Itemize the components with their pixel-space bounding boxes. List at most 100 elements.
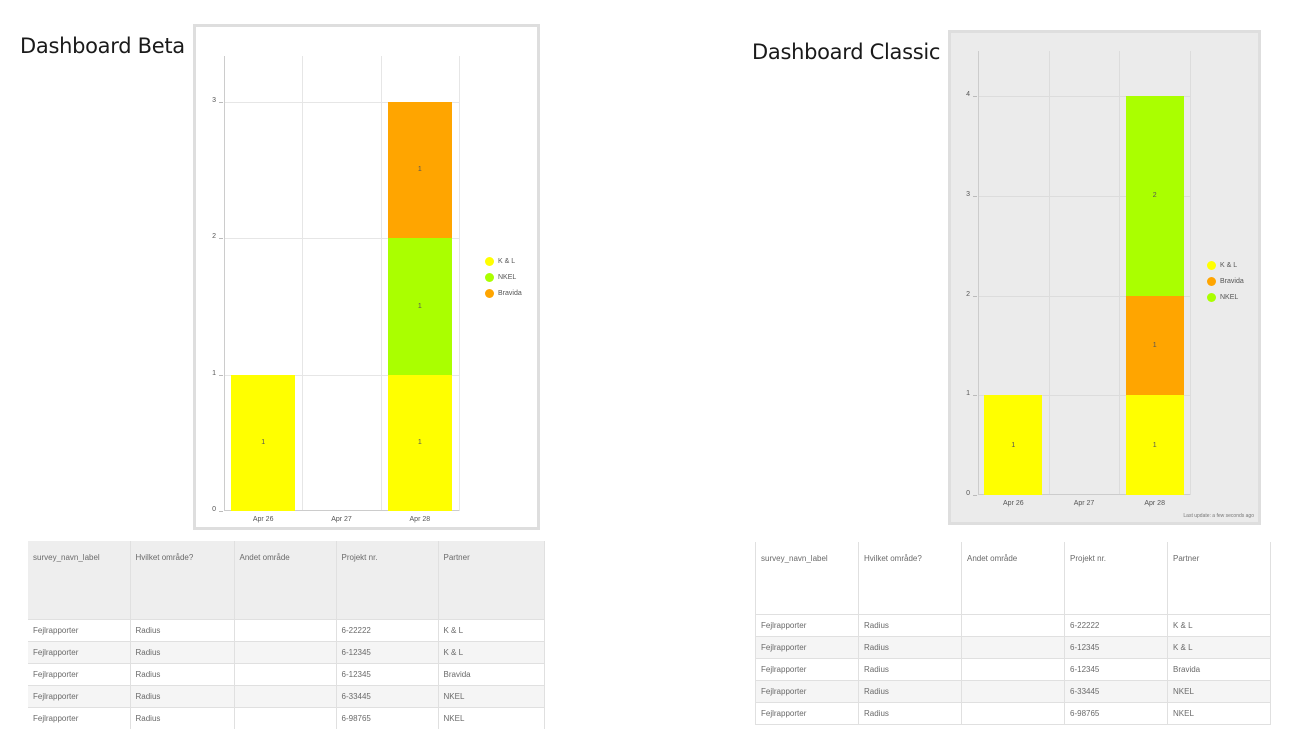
table-cell: 6-12345 [336,662,439,685]
table-cell: Radius [858,657,962,680]
table-cell: 6-12345 [1064,657,1168,680]
x-tick-label: Apr 28 [409,516,431,523]
y-gridline [224,374,459,376]
table-cell: 6-12345 [336,640,439,663]
table-row[interactable]: Fejlrapporter Radius 6-12345 K & L [755,635,1271,658]
y-tick-label: 2 [212,233,216,241]
dashboard-beta-title: Dashboard Beta [20,34,185,58]
legend-label: Bravida [1220,277,1244,285]
column-header[interactable]: Partner [438,541,545,619]
bar-segment[interactable]: 1 [1125,295,1184,396]
x-axis-line [224,510,459,511]
table-row[interactable]: Fejlrapporter Radius 6-22222 K & L [28,618,545,641]
table-cell: K & L [438,618,545,641]
dashboard-classic-title: Dashboard Classic [752,40,941,64]
column-header[interactable]: Partner [1167,542,1271,614]
table-cell: K & L [1167,613,1271,636]
y-axis-line [224,55,225,511]
legend-item[interactable]: Bravida [485,285,522,301]
y-tick-mark [973,395,977,397]
bar-segment[interactable]: 1 [984,395,1043,495]
y-tick-mark [973,96,977,98]
column-header[interactable]: survey_navn_label [28,541,131,619]
legend-item[interactable]: NKEL [485,269,522,285]
table-cell: Fejlrapporter [28,640,131,663]
bar-segment[interactable]: 1 [231,374,296,511]
y-tick-mark [973,495,977,496]
table-row[interactable]: Fejlrapporter Radius 6-33445 NKEL [28,684,545,707]
table-cell [234,618,337,641]
column-header[interactable]: Projekt nr. [1064,542,1168,614]
x-tick-label: Apr 27 [1073,500,1095,507]
legend-item[interactable]: NKEL [1207,289,1244,305]
bar-segment[interactable]: 1 [1125,395,1184,495]
column-header[interactable]: Andet område [961,542,1065,614]
table-row[interactable]: Fejlrapporter Radius 6-98765 NKEL [755,701,1271,725]
legend-label: NKEL [1220,293,1239,301]
table-cell: Radius [130,618,235,641]
table-row[interactable]: Fejlrapporter Radius 6-12345 K & L [28,640,545,663]
table-row[interactable]: Fejlrapporter Radius 6-12345 Bravida [755,657,1271,680]
bar-segment[interactable]: 1 [387,238,452,375]
table-cell: NKEL [438,706,545,729]
table-cell [234,684,337,707]
table-cell [961,635,1065,658]
beta-plot-area: 0 1 2 3 1 Apr 26 Apr 27 1 1 1 Apr 28 [212,55,460,523]
bar-segment[interactable]: 1 [387,101,452,239]
classic-data-table: survey_navn_label Hvilket område? Andet om… [755,542,1271,725]
table-cell: Fejlrapporter [28,662,131,685]
table-cell: 6-33445 [336,684,439,707]
y-tick-mark [219,511,223,512]
table-cell: Radius [130,640,235,663]
beta-chart-legend: K & L NKEL Bravida [485,253,522,301]
legend-item[interactable]: Bravida [1207,273,1244,289]
table-cell [961,657,1065,680]
table-cell: Fejlrapporter [28,618,131,641]
last-update-text: Last update: a few seconds ago [1183,513,1254,519]
table-cell: Fejlrapporter [755,657,859,680]
y-gridline [224,101,459,103]
x-gridline [1048,51,1050,495]
legend-item[interactable]: K & L [485,253,522,269]
table-row[interactable]: Fejlrapporter Radius 6-22222 K & L [755,613,1271,636]
classic-chart-legend: K & L Bravida NKEL [1207,257,1244,305]
y-gridline [224,238,459,240]
table-cell: Bravida [1167,657,1271,680]
y-tick-mark [973,295,977,297]
table-header-row: survey_navn_label Hvilket område? Andet om… [28,541,545,619]
table-row[interactable]: Fejlrapporter Radius 6-12345 Bravida [28,662,545,685]
legend-label: NKEL [498,273,517,281]
table-cell: Radius [858,679,962,702]
x-axis-line [978,494,1190,495]
table-cell: 6-33445 [1064,679,1168,702]
column-header[interactable]: survey_navn_label [755,542,859,614]
legend-dot-icon [485,256,494,266]
column-header[interactable]: Projekt nr. [336,541,439,619]
legend-item[interactable]: K & L [1207,257,1244,273]
y-axis-line [978,51,979,495]
classic-stacked-bar-chart: 0 1 2 3 4 1 Apr 26 Apr 27 1 1 2 Apr 28 K & L Bravida… [948,30,1261,525]
table-cell: NKEL [1167,679,1271,702]
legend-dot-icon [485,288,494,298]
classic-plot-area: 0 1 2 3 4 1 Apr 26 Apr 27 1 1 2 Apr 28 [966,51,1191,507]
table-header-row: survey_navn_label Hvilket område? Andet om… [755,542,1271,614]
table-cell: NKEL [1167,701,1271,725]
y-tick-label: 1 [966,390,970,398]
table-cell [961,613,1065,636]
table-cell [961,701,1065,725]
x-gridline [380,55,382,511]
column-header[interactable]: Andet område [234,541,337,619]
table-cell: Radius [130,706,235,729]
x-tick-label: Apr 27 [331,516,352,523]
legend-dot-icon [1207,260,1216,270]
table-cell [234,706,337,729]
bar-segment[interactable]: 1 [387,374,452,511]
x-tick-label: Apr 28 [1144,500,1165,507]
table-row[interactable]: Fejlrapporter Radius 6-98765 NKEL [28,706,545,729]
bar-segment[interactable]: 2 [1125,96,1184,296]
column-header[interactable]: Hvilket område? [858,542,962,614]
column-header[interactable]: Hvilket område? [130,541,235,619]
table-cell [234,662,337,685]
table-row[interactable]: Fejlrapporter Radius 6-33445 NKEL [755,679,1271,702]
table-cell: Radius [130,662,235,685]
